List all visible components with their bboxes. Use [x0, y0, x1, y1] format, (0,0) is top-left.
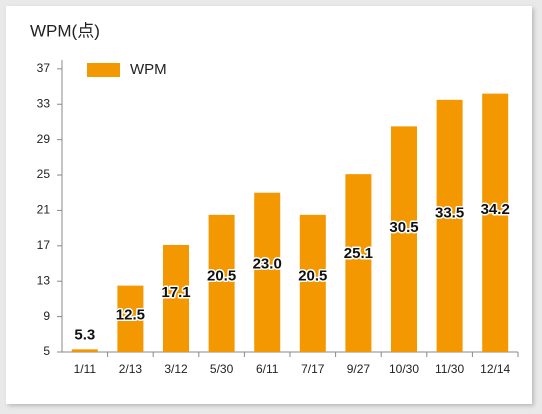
y-tick-label: 13 — [37, 273, 51, 287]
bar — [299, 214, 326, 352]
value-label: 33.5 — [435, 204, 464, 221]
y-tick-label: 21 — [37, 203, 51, 217]
legend-swatch — [87, 63, 120, 77]
y-tick-label: 25 — [37, 167, 51, 181]
value-label: 25.1 — [344, 245, 373, 262]
y-tick-label: 37 — [37, 61, 51, 75]
value-label: 12.5 — [116, 306, 145, 323]
bar — [254, 192, 281, 352]
x-tick-label: 3/12 — [164, 362, 188, 376]
value-label: 30.5 — [389, 219, 418, 236]
x-tick-label: 12/14 — [480, 362, 510, 376]
y-tick-label: 5 — [43, 344, 50, 358]
bar — [345, 174, 372, 352]
x-tick-label: 7/17 — [301, 362, 325, 376]
value-label: 23.0 — [253, 255, 282, 272]
bar — [163, 244, 189, 352]
x-tick-label: 10/30 — [389, 362, 419, 376]
value-label: 34.2 — [481, 201, 510, 218]
y-tick-label: 33 — [37, 96, 51, 110]
x-tick-label: 11/30 — [435, 362, 464, 376]
x-tick-label: 5/30 — [210, 362, 234, 376]
value-label: 20.5 — [207, 268, 236, 285]
x-tick-label: 1/11 — [74, 362, 97, 376]
bar — [208, 214, 235, 352]
x-tick-label: 6/11 — [256, 362, 279, 376]
y-tick-label: 9 — [43, 309, 50, 323]
bar — [482, 93, 509, 353]
legend-label: WPM — [130, 61, 167, 78]
value-label: 5.3 — [74, 326, 95, 343]
value-label: 20.5 — [298, 268, 327, 285]
chart-title: WPM(点) — [30, 21, 100, 40]
x-tick-label: 9/27 — [347, 362, 371, 376]
value-label: 17.1 — [161, 284, 190, 301]
bar — [71, 349, 98, 352]
bar — [117, 285, 144, 352]
y-tick-label: 17 — [37, 238, 51, 252]
y-tick-label: 29 — [37, 132, 51, 146]
bar — [391, 126, 417, 352]
x-tick-label: 2/13 — [119, 362, 143, 376]
bar — [436, 99, 463, 353]
